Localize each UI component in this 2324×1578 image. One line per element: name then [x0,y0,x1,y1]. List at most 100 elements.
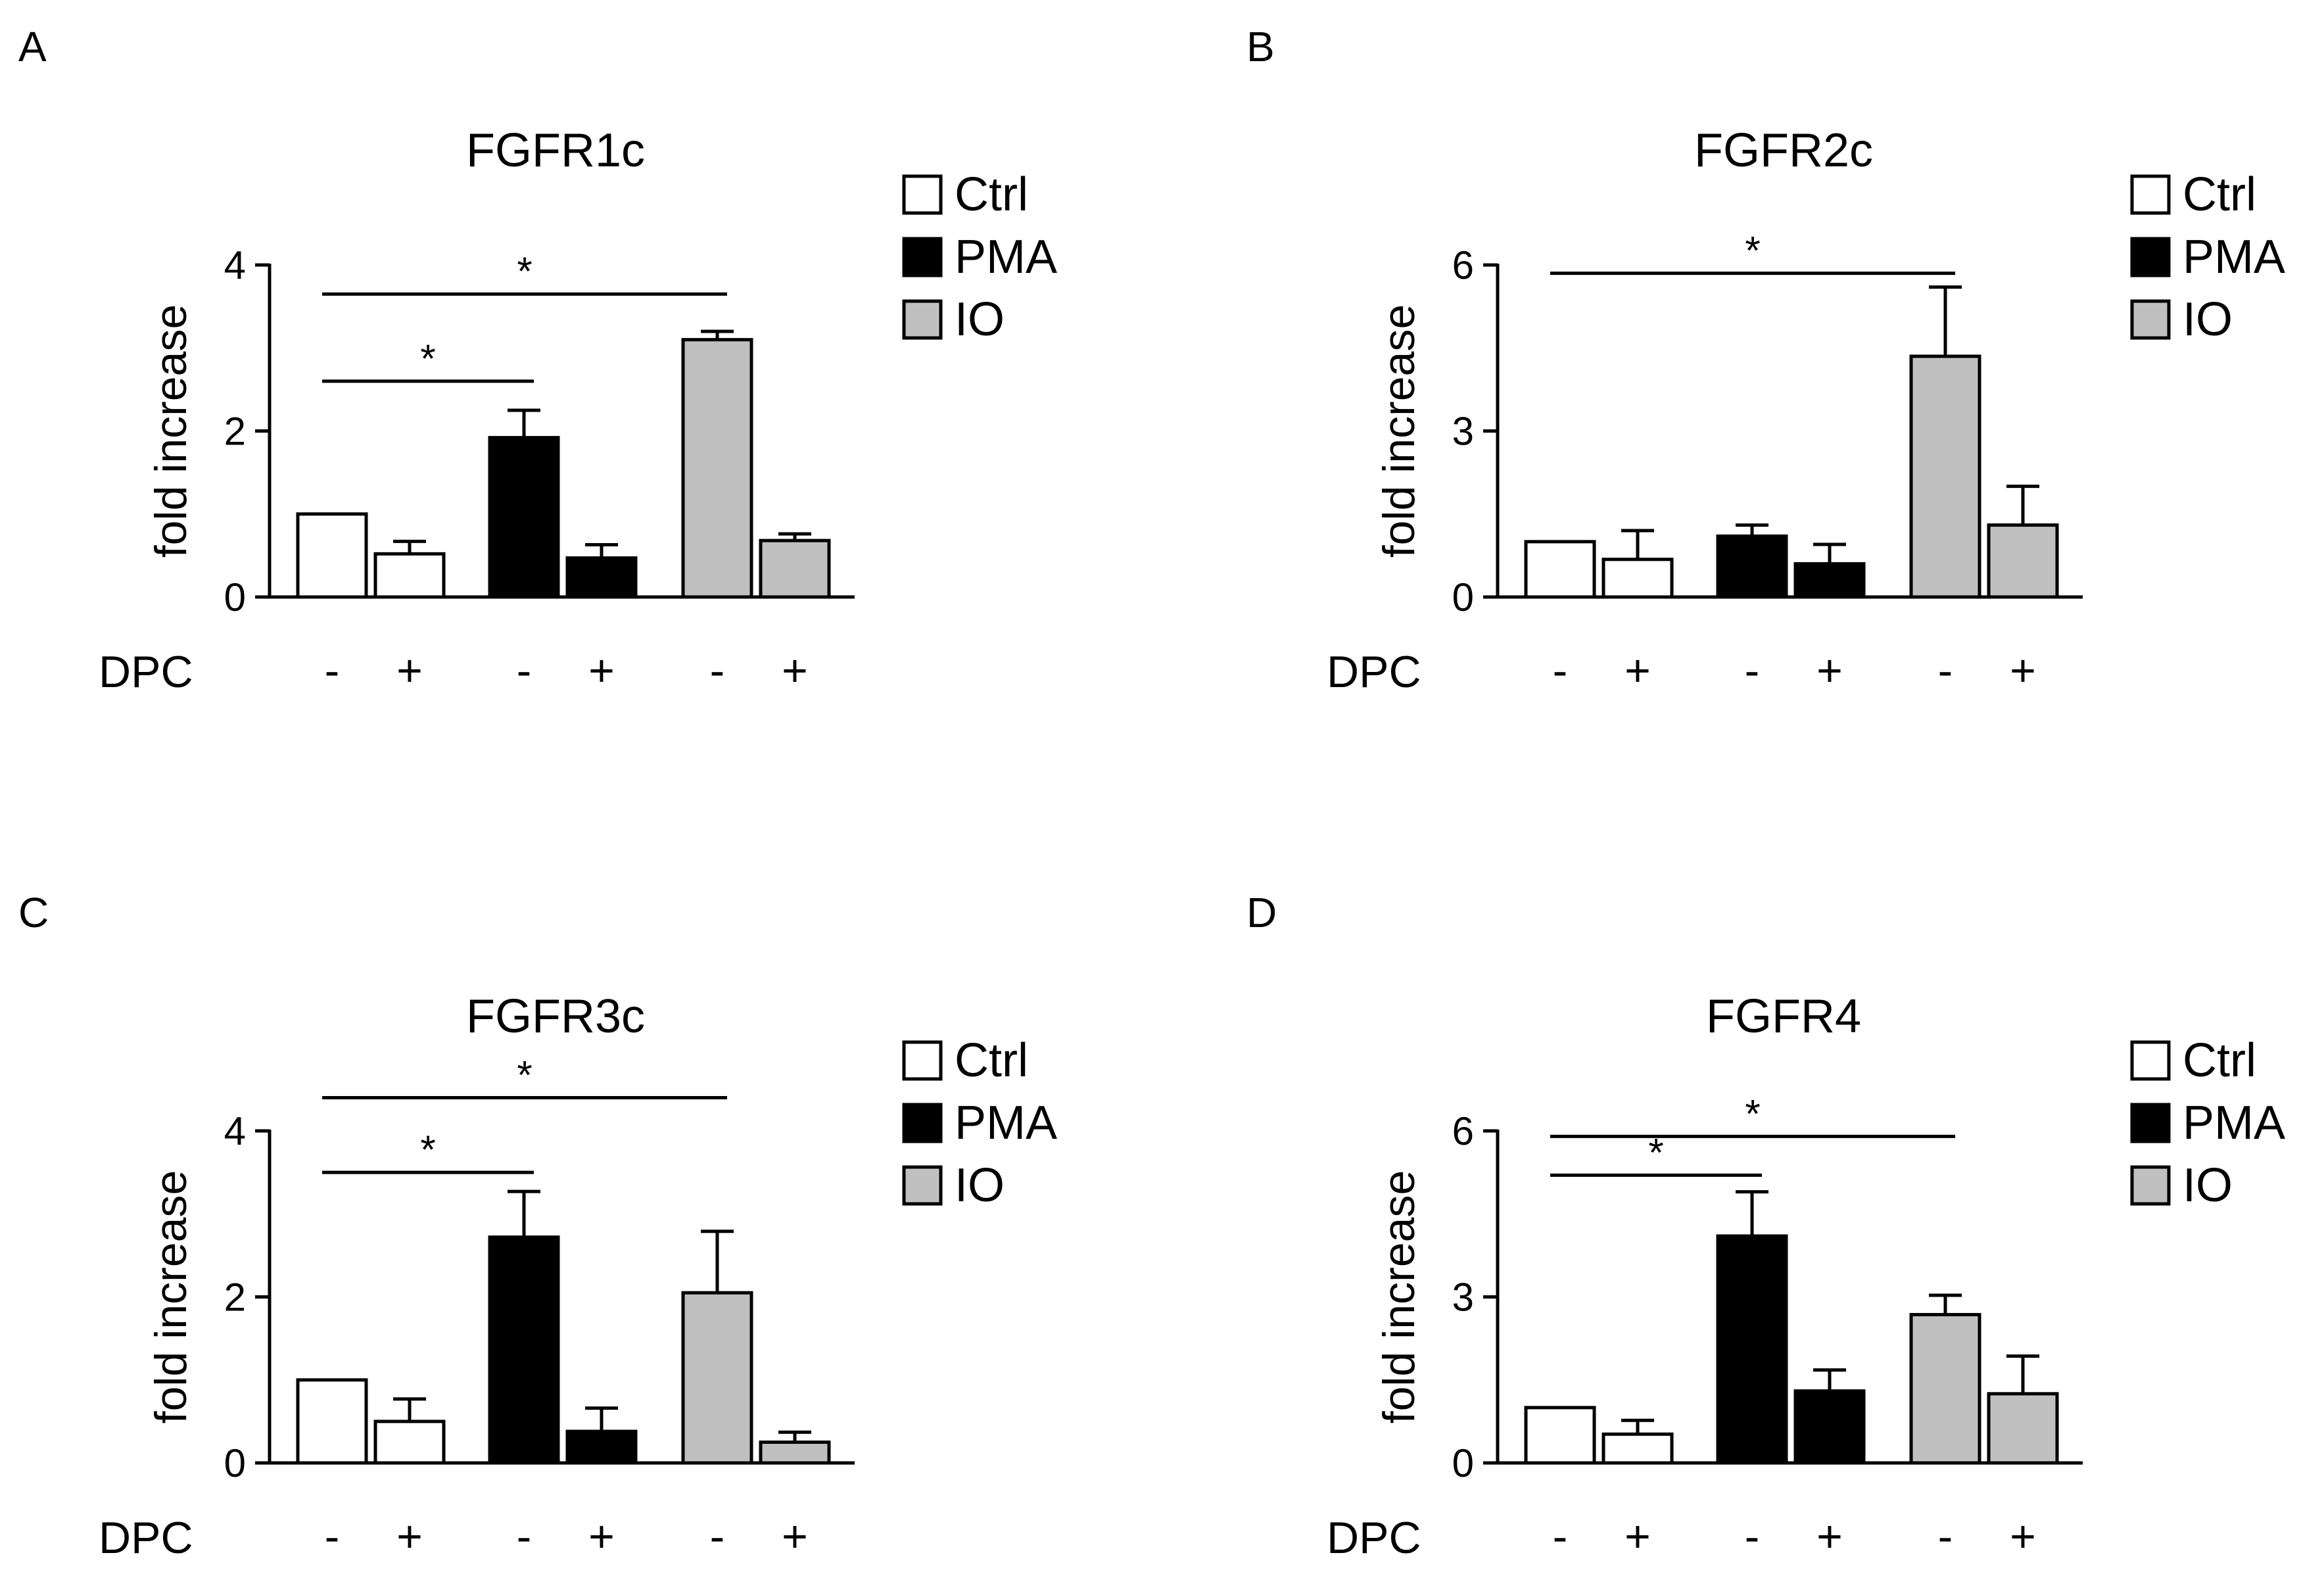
dpc-sign-minus: - [710,646,725,696]
dpc-sign-plus: + [396,646,423,696]
y-axis-label: fold increase [1374,304,1424,558]
bar-ctrl-dpc-plus [1601,558,1674,599]
legend-label-pma: PMA [2183,1097,2285,1149]
legend-swatch-ctrl [2130,1040,2171,1081]
significance-star: * [517,249,532,293]
panel-a: A FGFR1c fold increase 0 2 4 * * DPC - + - + - + Ctrl PM… [18,23,1057,697]
dpc-sign-plus: + [2010,1512,2036,1562]
bar-ctrl-dpc-minus [296,1378,368,1465]
legend-label-pma: PMA [955,1097,1057,1149]
legend-label-io: IO [955,293,1005,346]
dpc-sign-plus: + [1624,1512,1651,1562]
dpc-sign-plus: + [782,646,808,696]
bar-io-dpc-minus [1909,354,1981,599]
bar-ctrl-dpc-plus [1601,1432,1674,1465]
y-tick-label: 0 [1452,575,1474,619]
bar-pma-dpc-minus [1716,1234,1788,1465]
dpc-sign-minus: - [325,1512,340,1562]
y-tick-label: 2 [224,410,246,454]
y-tick-label: 0 [1452,1441,1474,1485]
y-tick-label: 4 [224,243,246,287]
bar-pma-dpc-minus [1716,534,1788,599]
panel-letter: C [18,889,49,936]
panel-d: D FGFR4 fold increase 0 3 6 * * DPC - + - + - + Ctrl PMA… [1246,889,2285,1563]
dpc-sign-minus: - [710,1512,725,1562]
dpc-sign-minus: - [1745,1512,1760,1562]
y-tick-label: 6 [1452,243,1474,287]
legend-swatch-pma [902,237,943,277]
legend-label-ctrl: Ctrl [955,1034,1028,1087]
chart-title: FGFR1c [466,124,645,177]
bar-ctrl-dpc-minus [296,512,368,599]
dpc-sign-plus: + [1816,646,1843,696]
legend-label-pma: PMA [955,231,1057,283]
legend-swatch-ctrl [902,174,943,215]
legend-swatch-io [2130,299,2171,340]
bar-io-dpc-minus [1909,1312,1981,1465]
legend: Ctrl PMA IO [902,168,1057,346]
chart-title: FGFR4 [1706,990,1861,1043]
bar-ctrl-dpc-minus [1524,1406,1596,1465]
significance-star: * [1648,1130,1663,1174]
dpc-label: DPC [1327,647,1421,697]
bar-io-dpc-plus [759,538,831,599]
bar-pma-dpc-plus [565,1429,638,1465]
bar-io-dpc-minus [681,338,753,599]
chart-title: FGFR2c [1694,124,1873,177]
dpc-sign-minus: - [517,1512,532,1562]
legend-swatch-pma [2130,237,2171,277]
y-tick-label: 2 [224,1276,246,1320]
panel-letter: A [18,23,47,70]
chart-title: FGFR3c [466,990,645,1043]
dpc-label: DPC [99,647,193,697]
significance-star: * [420,1128,435,1172]
bar-pma-dpc-plus [1793,562,1866,599]
y-axis-label: fold increase [146,304,196,558]
legend: Ctrl PMA IO [2130,1034,2285,1212]
panel-c: C FGFR3c fold increase 0 2 4 * * DPC - + - + - + Ctrl PM… [18,889,1057,1563]
bar-io-dpc-minus [681,1291,753,1465]
legend-swatch-io [2130,1165,2171,1206]
significance-star: * [420,337,435,381]
dpc-label: DPC [1327,1513,1421,1563]
bar-pma-dpc-plus [565,556,638,599]
y-tick-label: 0 [224,1441,246,1485]
y-tick-label: 4 [224,1109,246,1153]
dpc-sign-minus: - [1745,646,1760,696]
y-axis-label: fold increase [1374,1170,1424,1424]
legend: Ctrl PMA IO [2130,168,2285,346]
panel-letter: D [1246,889,1277,936]
dpc-sign-minus: - [1938,1512,1953,1562]
legend-label-ctrl: Ctrl [2183,1034,2256,1087]
bar-ctrl-dpc-minus [1524,540,1596,599]
dpc-sign-minus: - [325,646,340,696]
significance-star: * [1745,1091,1760,1136]
legend: Ctrl PMA IO [902,1034,1057,1212]
legend-swatch-pma [902,1103,943,1143]
y-tick-label: 0 [224,575,246,619]
y-tick-label: 3 [1452,1276,1474,1320]
dpc-sign-plus: + [1816,1512,1843,1562]
bar-io-dpc-plus [759,1440,831,1465]
legend-label-io: IO [2183,1159,2233,1212]
y-tick-label: 3 [1452,410,1474,454]
bar-pma-dpc-minus [488,1235,560,1465]
bar-io-dpc-plus [1987,1392,2059,1465]
legend-swatch-ctrl [902,1040,943,1081]
panel-letter: B [1246,23,1275,70]
dpc-sign-plus: + [1624,646,1651,696]
dpc-label: DPC [99,1513,193,1563]
legend-swatch-ctrl [2130,174,2171,215]
legend-label-io: IO [955,1159,1005,1212]
bar-ctrl-dpc-plus [373,1420,446,1465]
bar-pma-dpc-plus [1793,1389,1866,1465]
bar-io-dpc-plus [1987,523,2059,599]
y-axis-label: fold increase [146,1170,196,1424]
legend-swatch-io [902,1165,943,1206]
legend-label-ctrl: Ctrl [2183,168,2256,221]
dpc-sign-minus: - [1938,646,1953,696]
legend-swatch-io [902,299,943,340]
legend-label-ctrl: Ctrl [955,168,1028,221]
dpc-sign-minus: - [1553,1512,1568,1562]
